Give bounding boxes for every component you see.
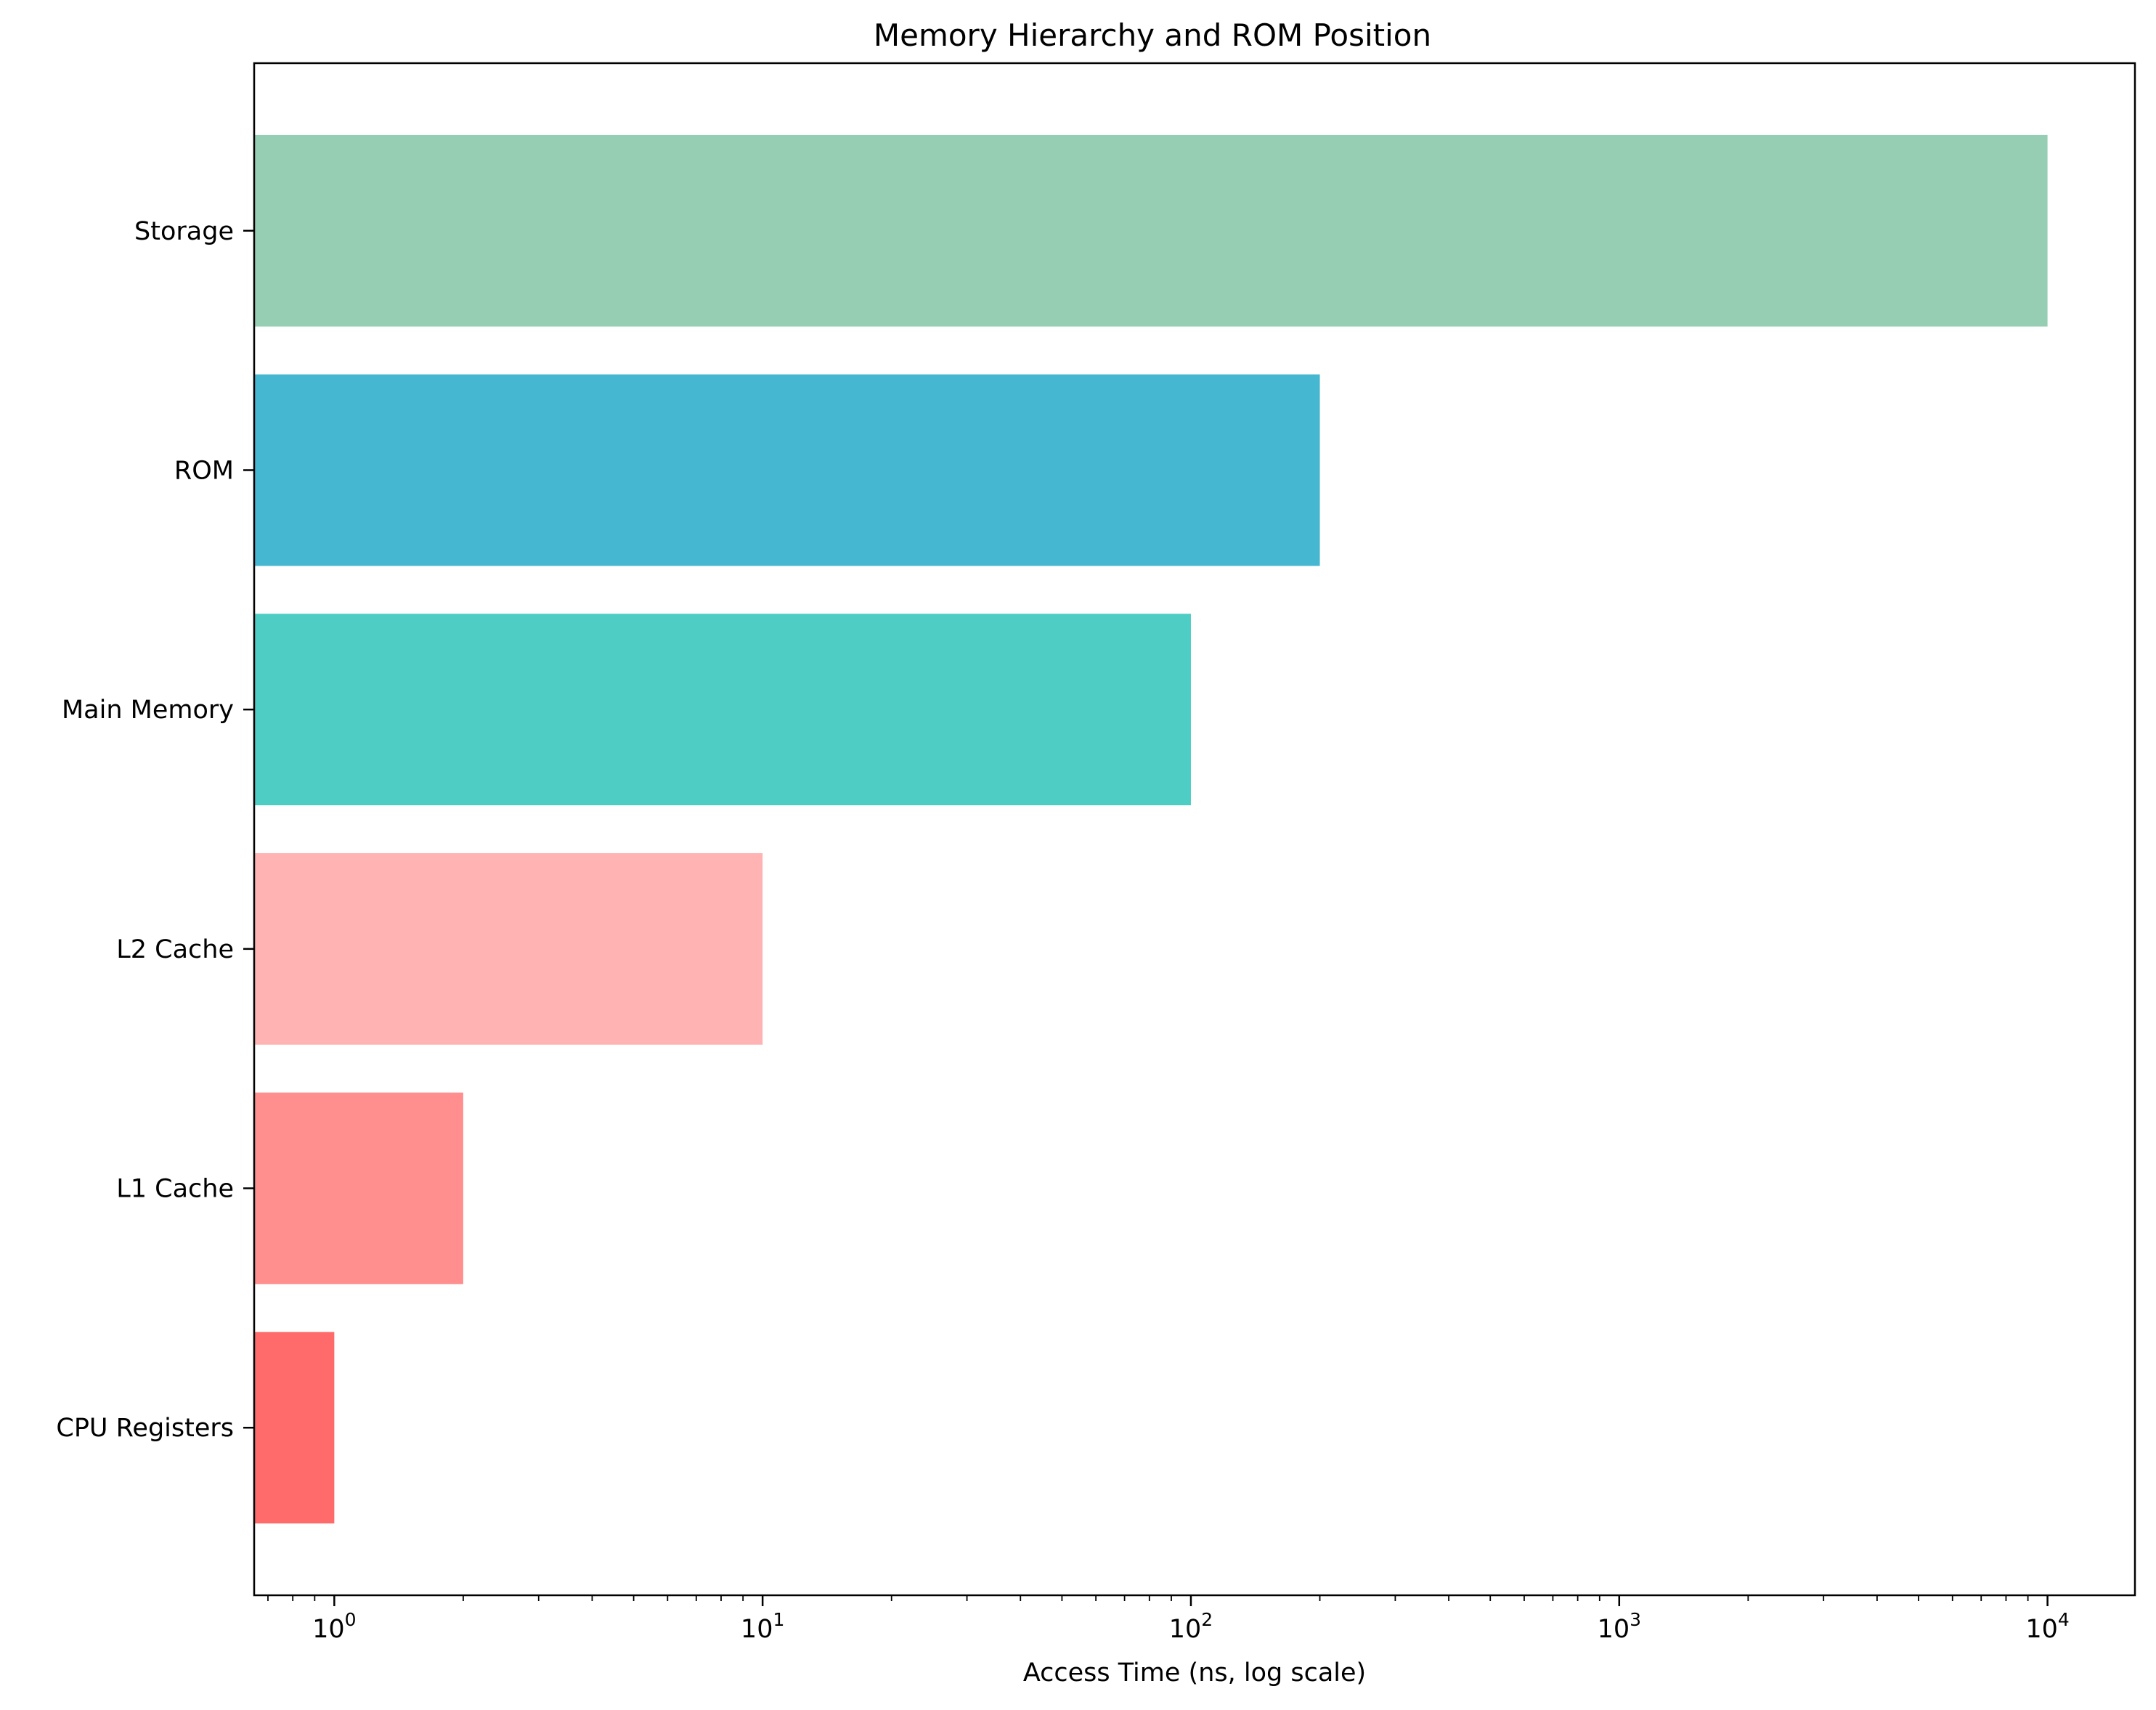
bar-storage	[254, 134, 2048, 327]
y-tick-label: Main Memory	[62, 696, 234, 725]
x-axis-label: Access Time (ns, log scale)	[1023, 1658, 1366, 1687]
bar-l2-cache	[254, 852, 763, 1045]
bar-main-memory	[254, 614, 1191, 806]
bar-rom	[254, 374, 1320, 566]
y-axis: CPU Registers L1 Cache L2 Cache Main Memory…	[56, 217, 254, 1443]
bar-l1-cache	[254, 1092, 463, 1284]
y-tick-label: L2 Cache	[116, 935, 234, 964]
chart-title: Memory Hierarchy and ROM Position	[874, 17, 1431, 53]
x-tick-label: 103	[1598, 1609, 1641, 1644]
y-tick-label: CPU Registers	[56, 1414, 234, 1443]
x-tick-label: 100	[312, 1609, 356, 1644]
x-tick-label: 101	[741, 1609, 784, 1644]
bar-cpu-registers	[254, 1332, 335, 1524]
x-tick-label: 104	[2025, 1609, 2069, 1644]
bars-layer	[254, 134, 2048, 1524]
plot-frame	[253, 62, 2136, 1597]
y-tick-label: Storage	[134, 217, 234, 246]
x-tick-label: 102	[1169, 1609, 1213, 1644]
x-axis: 100 101 102 103 104	[267, 1595, 2070, 1644]
y-tick-label: ROM	[174, 456, 234, 485]
y-tick-label: L1 Cache	[116, 1175, 234, 1204]
